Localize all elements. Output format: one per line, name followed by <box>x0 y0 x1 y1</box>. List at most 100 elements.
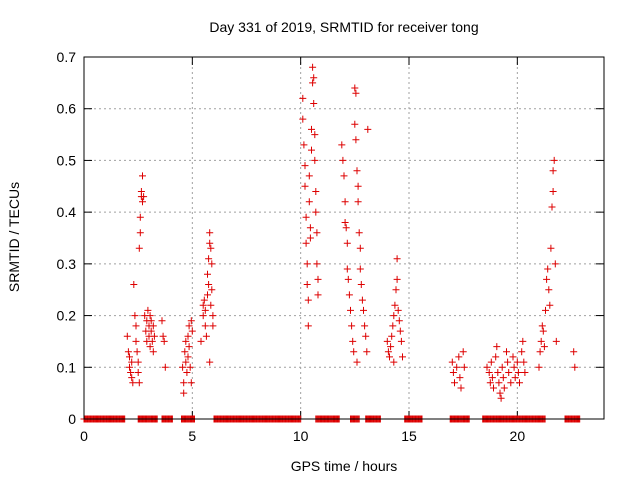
data-point <box>310 100 318 107</box>
data-point <box>393 255 401 263</box>
data-point <box>490 384 497 392</box>
data-point <box>146 312 154 320</box>
x-tick-label: 15 <box>401 428 417 444</box>
data-point <box>361 322 369 330</box>
data-point <box>390 312 398 320</box>
data-point <box>133 348 141 356</box>
data-point <box>159 332 167 340</box>
data-point <box>352 89 360 97</box>
data-point <box>300 141 308 149</box>
data-point <box>457 384 465 392</box>
data-point <box>488 374 496 382</box>
data-point <box>186 363 194 371</box>
data-point <box>208 286 216 294</box>
data-point <box>309 63 317 71</box>
data-point <box>389 322 397 330</box>
data-point <box>207 244 215 252</box>
data-point <box>130 281 138 288</box>
data-point <box>494 369 502 376</box>
data-point <box>126 363 133 371</box>
data-point <box>358 296 366 304</box>
data-point <box>352 136 360 144</box>
data-point <box>495 379 503 387</box>
chart-title: Day 331 of 2019, SRMTID for receiver ton… <box>209 19 478 35</box>
data-point <box>343 239 351 247</box>
data-point <box>544 265 552 273</box>
x-axis-label: GPS time / hours <box>291 458 398 474</box>
data-point <box>135 244 143 252</box>
data-point <box>126 353 133 361</box>
x-tick-label: 20 <box>510 428 526 444</box>
data-point <box>312 188 320 195</box>
data-point <box>536 348 544 356</box>
data-point <box>383 337 391 345</box>
data-point <box>492 353 500 361</box>
data-point <box>199 301 207 309</box>
data-point <box>387 343 395 351</box>
data-point <box>123 332 131 340</box>
data-point <box>184 353 192 361</box>
data-point <box>521 369 529 376</box>
data-point <box>397 337 405 345</box>
data-point <box>304 296 312 304</box>
data-point <box>301 162 309 170</box>
data-point <box>205 255 213 263</box>
grid <box>84 57 604 419</box>
data-point <box>539 327 547 335</box>
data-point <box>547 244 555 252</box>
data-point <box>354 182 362 190</box>
data-point <box>205 281 213 288</box>
data-point <box>187 379 195 387</box>
data-point <box>308 125 315 133</box>
data-point <box>301 182 309 190</box>
data-point <box>309 79 317 87</box>
data-point <box>509 353 517 361</box>
data-point <box>127 369 135 376</box>
data-point <box>206 229 214 237</box>
data-point <box>313 229 321 237</box>
data-point <box>535 363 543 371</box>
data-point <box>128 358 136 366</box>
y-tick-label: 0.4 <box>57 204 77 220</box>
data-point <box>207 301 215 309</box>
data-point <box>496 389 504 397</box>
data-point <box>160 337 168 345</box>
data-point <box>493 343 501 351</box>
data-point <box>504 358 512 366</box>
data-point <box>497 394 505 402</box>
y-tick-label: 0.1 <box>57 359 77 375</box>
data-point <box>180 389 188 397</box>
data-point <box>516 379 523 387</box>
data-point <box>384 348 392 356</box>
data-point <box>305 172 313 180</box>
data-point <box>182 358 190 366</box>
data-point <box>197 337 205 345</box>
data-point <box>146 343 154 351</box>
data-point <box>140 193 148 201</box>
data-point <box>570 348 578 356</box>
data-point <box>353 358 361 366</box>
y-tick-label: 0 <box>68 411 76 427</box>
data-point <box>348 322 356 330</box>
data-point <box>486 379 494 387</box>
data-point <box>518 348 526 356</box>
data-point <box>148 337 156 345</box>
ticks: 0 0.1 0.2 0.3 0.4 0.5 0.6 0.7 0 5 10 15 20 <box>57 49 604 444</box>
data-point <box>128 374 136 382</box>
data-point <box>514 369 522 376</box>
data-point <box>537 337 545 345</box>
data-point <box>507 379 515 387</box>
y-tick-label: 0.2 <box>57 308 77 324</box>
data-point <box>388 332 396 340</box>
data-point <box>161 363 169 371</box>
data-point <box>199 312 207 320</box>
data-point <box>351 120 359 128</box>
data-point <box>313 260 321 268</box>
data-point <box>351 84 359 92</box>
data-point <box>499 374 507 382</box>
data-point <box>392 286 400 294</box>
data-point <box>340 172 348 180</box>
data-point <box>362 332 370 340</box>
data-point <box>449 369 457 376</box>
